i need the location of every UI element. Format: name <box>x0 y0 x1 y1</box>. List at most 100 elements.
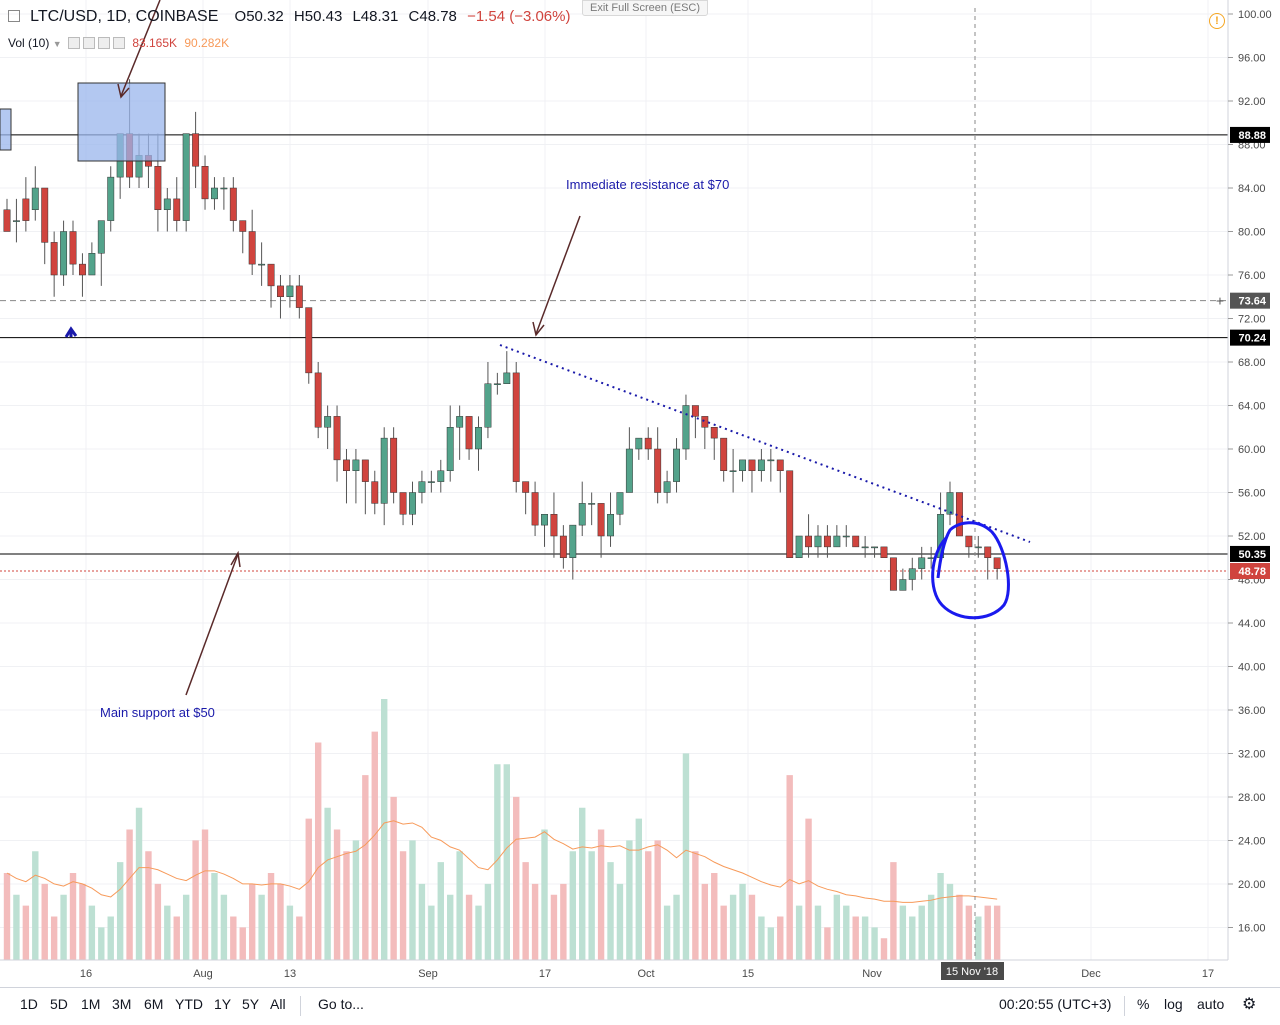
range-6m[interactable]: 6M <box>144 996 164 1012</box>
close-icon[interactable] <box>97 37 110 49</box>
volume-bar <box>116 862 124 960</box>
candle-body <box>889 557 897 591</box>
volume-bar <box>522 862 529 960</box>
candle-body <box>559 535 567 558</box>
volume-bar <box>475 905 482 960</box>
volume-bar <box>597 829 605 960</box>
volume-bar <box>993 905 1001 960</box>
candle-body <box>173 198 181 221</box>
warning-icon[interactable]: ! <box>1209 13 1225 29</box>
candle-body <box>625 448 633 493</box>
candle-body <box>399 492 407 515</box>
volume-ma-line <box>6 820 998 903</box>
volume-bar <box>739 883 746 960</box>
candle-body <box>607 514 614 537</box>
volume-bar <box>456 851 463 960</box>
volume-bar <box>371 731 378 960</box>
volume-bar <box>645 851 652 960</box>
time-tick-label: 17 <box>1202 968 1214 980</box>
range-ytd[interactable]: YTD <box>175 996 203 1012</box>
volume-bar <box>937 873 944 960</box>
range-1d[interactable]: 1D <box>20 996 38 1012</box>
candle-body <box>182 133 190 221</box>
volume-bar <box>946 883 954 960</box>
eye-icon[interactable] <box>67 37 80 49</box>
range-1m[interactable]: 1M <box>81 996 101 1012</box>
volume-bar <box>748 894 756 960</box>
candle-body <box>833 535 841 548</box>
range-all[interactable]: All <box>270 996 286 1012</box>
price-tick-label: 84.00 <box>1238 183 1266 195</box>
range-5d[interactable]: 5D <box>50 996 68 1012</box>
arrow-resistance <box>535 215 581 335</box>
clock-display[interactable]: 00:20:55 (UTC+3) <box>999 996 1112 1012</box>
chart-header: LTC/USD, 1D, COINBASE O50.32 H50.43 L48.… <box>8 8 570 26</box>
log-toggle[interactable]: log <box>1164 996 1183 1012</box>
close-value: C48.78 <box>408 8 457 25</box>
goto-button[interactable]: Go to... <box>318 996 364 1012</box>
percent-toggle[interactable]: % <box>1137 996 1150 1012</box>
symbol-label[interactable]: LTC/USD, 1D, COINBASE <box>30 8 219 25</box>
price-tick-label: 60.00 <box>1238 444 1266 456</box>
candle-body <box>409 492 416 515</box>
candle-body <box>239 220 247 232</box>
volume-bar <box>286 905 294 960</box>
volume-legend: Vol (10) ▼ 83.165K 90.282K <box>8 36 229 50</box>
exit-fullscreen-button[interactable]: Exit Full Screen (ESC) <box>582 0 708 16</box>
price-tick-label: 20.00 <box>1238 879 1266 891</box>
gear-icon[interactable] <box>82 37 95 49</box>
candle-body <box>993 557 1001 569</box>
candle-body <box>588 503 596 505</box>
collapse-icon[interactable] <box>8 10 20 22</box>
candle-body <box>663 481 671 493</box>
volume-bar <box>437 862 444 960</box>
support-annotation: Main support at $50 <box>100 705 215 720</box>
volume-bar <box>145 851 152 960</box>
candle-body <box>220 187 228 190</box>
range-5y[interactable]: 5Y <box>242 996 260 1012</box>
candle-body <box>578 503 586 526</box>
candle-body <box>97 220 105 254</box>
candle-body <box>654 448 662 493</box>
candle-body <box>569 524 577 558</box>
price-tick-label: 100.00 <box>1238 9 1272 21</box>
candle-body <box>371 481 379 504</box>
volume-bar <box>550 894 558 960</box>
last-price-tag-bg <box>1230 563 1270 580</box>
volume-bar <box>965 905 973 960</box>
chevron-down-icon[interactable]: ▼ <box>52 39 62 49</box>
volume-bar <box>484 883 492 960</box>
price-chart[interactable]: 100.0096.0092.0088.0084.0080.0076.0072.0… <box>0 0 1280 987</box>
volume-bar <box>314 742 322 960</box>
volume-bar <box>69 873 77 960</box>
volume-bar <box>41 883 48 960</box>
volume-bar <box>880 938 888 960</box>
price-tag-bg <box>1230 329 1270 346</box>
price-tick-label: 52.00 <box>1238 531 1266 543</box>
candle-body <box>78 263 86 276</box>
trendline <box>499 344 1031 543</box>
more-icon[interactable] <box>112 37 125 49</box>
candle-body <box>69 231 77 265</box>
price-tick-label: 64.00 <box>1238 401 1266 413</box>
range-1y[interactable]: 1Y <box>214 996 232 1012</box>
candle-body <box>277 285 284 297</box>
candle-body <box>88 253 96 276</box>
bottom-toolbar: 1D 5D 1M 3M 6M YTD 1Y 5Y All Go to... 00… <box>0 987 1280 1025</box>
volume-bar <box>767 927 775 960</box>
volume-bar <box>890 862 897 960</box>
volume-bar <box>381 699 388 960</box>
candle-body <box>739 459 746 471</box>
time-tick-label: Aug <box>193 968 213 980</box>
volume-bar <box>343 851 350 960</box>
volume-label[interactable]: Vol (10) <box>8 36 50 50</box>
volume-value: 83.165K <box>132 36 178 50</box>
plus-icon: + <box>1216 293 1224 309</box>
auto-toggle[interactable]: auto <box>1197 996 1225 1012</box>
volume-bar <box>428 905 435 960</box>
volume-bar <box>88 905 96 960</box>
range-3m[interactable]: 3M <box>112 996 132 1012</box>
gear-icon[interactable]: ⚙ <box>1242 996 1257 1013</box>
price-tag-bg <box>1230 126 1270 143</box>
volume-bar <box>164 905 171 960</box>
